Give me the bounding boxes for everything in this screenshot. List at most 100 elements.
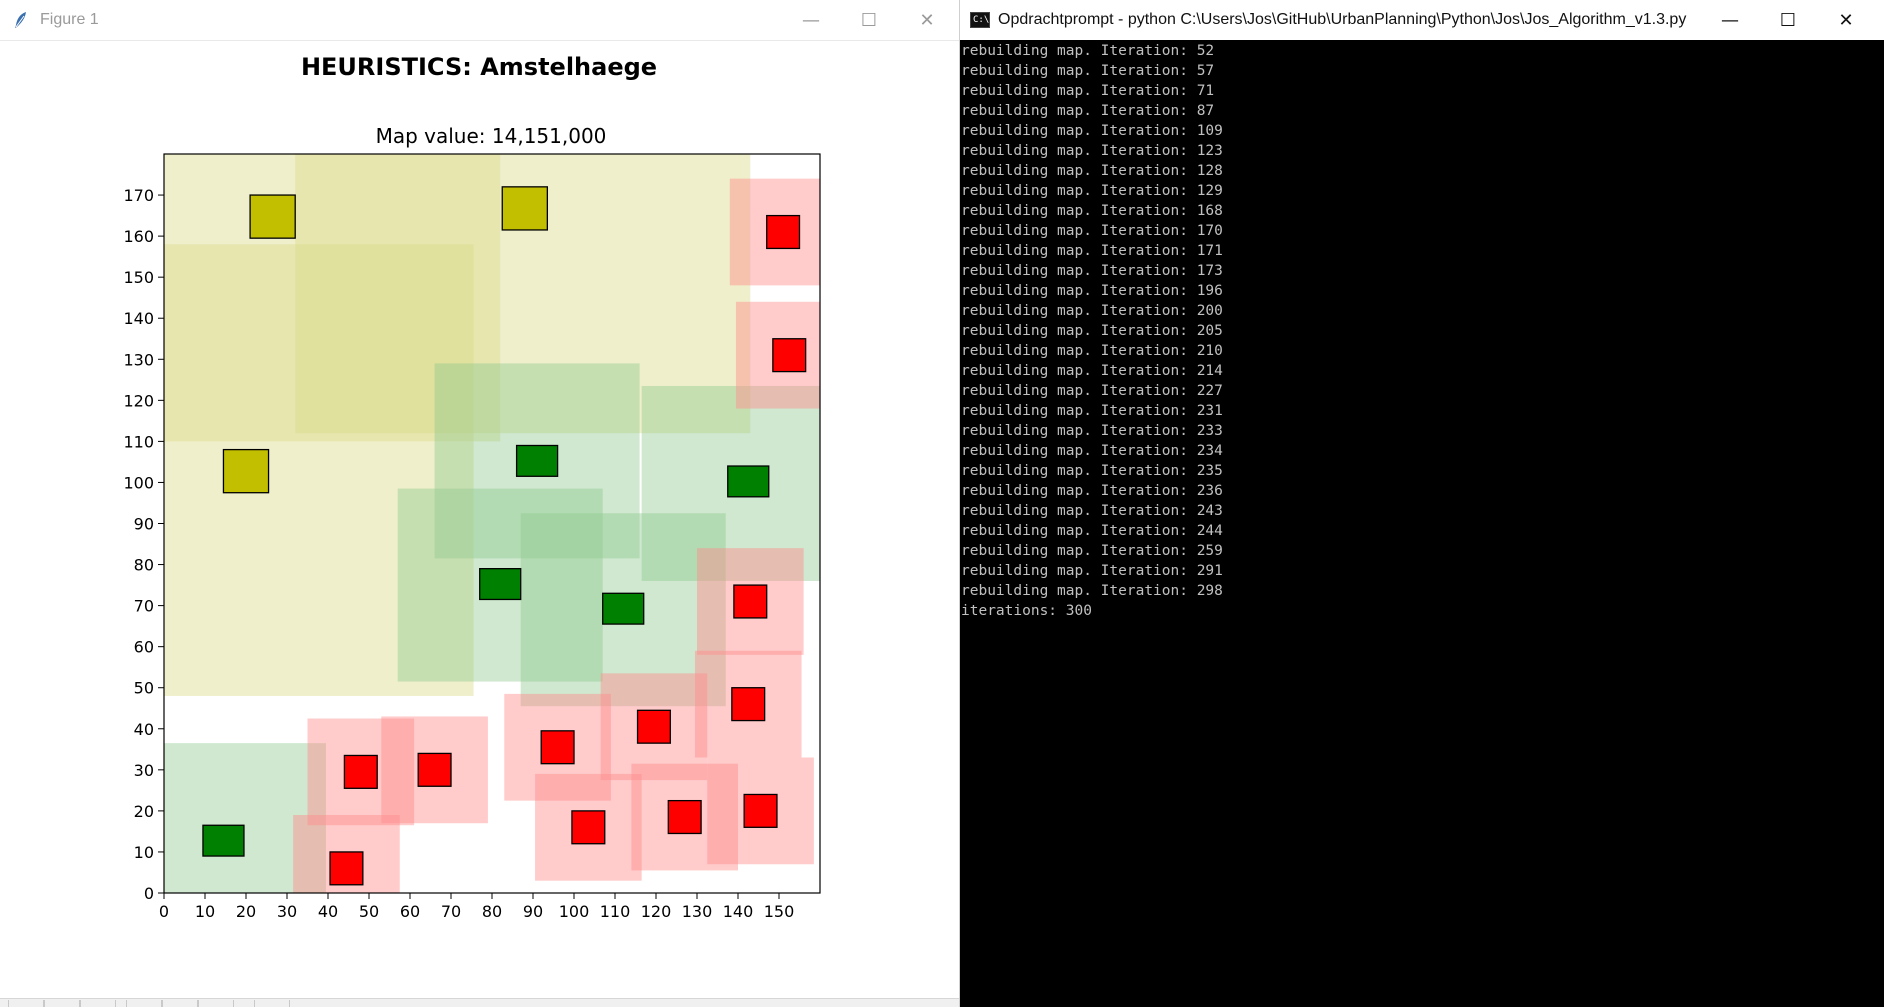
y-tick-label: 160: [123, 227, 154, 246]
toolbar-save-button[interactable]: [254, 1000, 290, 1007]
y-tick-label: 150: [123, 268, 154, 287]
figure-window: Figure 1 — ☐ ✕ HEURISTICS: Amstelhaege M…: [0, 0, 960, 1007]
y-tick-label: 70: [134, 597, 154, 616]
yellow-zone: [164, 244, 474, 696]
green-zone: [164, 743, 326, 893]
console-line: rebuilding map. Iteration: 231: [961, 403, 1223, 419]
toolbar-pan-button[interactable]: [126, 1000, 162, 1007]
red-house: [329, 851, 364, 886]
chart-subtitle: Map value: 14,151,000: [376, 124, 607, 148]
console-line: rebuilding map. Iteration: 205: [961, 323, 1223, 339]
x-axis: 0 10 20 30 40 50 60 70 80 90 100 110 120 130 140 150: [159, 893, 794, 921]
console-line: rebuilding map. Iteration: 109: [961, 123, 1223, 139]
console-line: rebuilding map. Iteration: 243: [961, 503, 1223, 519]
x-tick-label: 0: [159, 902, 169, 921]
console-line: rebuilding map. Iteration: 235: [961, 463, 1223, 479]
toolbar-zoom-button[interactable]: [162, 1000, 198, 1007]
green-house: [515, 444, 559, 477]
y-tick-label: 130: [123, 350, 154, 369]
x-tick-label: 110: [600, 902, 631, 921]
console-line: rebuilding map. Iteration: 128: [961, 163, 1223, 179]
console-line: rebuilding map. Iteration: 236: [961, 483, 1223, 499]
console-line: rebuilding map. Iteration: 298: [961, 583, 1223, 599]
console-close-button[interactable]: ✕: [1838, 9, 1854, 31]
yellow-house: [501, 186, 548, 231]
feather-icon: [15, 12, 26, 28]
y-tick-label: 20: [134, 802, 154, 821]
console-line: rebuilding map. Iteration: 227: [961, 383, 1223, 399]
x-tick-label: 140: [723, 902, 754, 921]
x-tick-label: 100: [559, 902, 590, 921]
console-line: rebuilding map. Iteration: 233: [961, 423, 1223, 439]
red-house: [540, 730, 575, 765]
red-house: [733, 584, 768, 619]
console-minimize-button[interactable]: —: [1721, 9, 1739, 31]
toolbar-home-button[interactable]: [8, 1000, 44, 1007]
red-house: [743, 793, 778, 828]
map-plot: HEURISTICS: Amstelhaege Map value: 14,15…: [123, 53, 821, 921]
green-house: [202, 824, 245, 857]
console-line: rebuilding map. Iteration: 52: [961, 43, 1215, 59]
console-line: rebuilding map. Iteration: 196: [961, 283, 1223, 299]
y-tick-label: 0: [144, 884, 154, 903]
yellow-house: [222, 448, 270, 494]
red-house: [772, 338, 807, 373]
chart-title: HEURISTICS: Amstelhaege: [301, 53, 657, 81]
console-line: rebuilding map. Iteration: 87: [961, 103, 1215, 119]
x-tick-label: 120: [641, 902, 672, 921]
console-line: rebuilding map. Iteration: 57: [961, 63, 1215, 79]
green-house: [727, 465, 770, 498]
y-tick-label: 100: [123, 473, 154, 492]
y-tick-label: 30: [134, 761, 154, 780]
console-line: rebuilding map. Iteration: 291: [961, 563, 1223, 579]
console-line: rebuilding map. Iteration: 171: [961, 243, 1223, 259]
y-tick-label: 80: [134, 556, 154, 575]
console-line: rebuilding map. Iteration: 234: [961, 443, 1223, 459]
console-line: rebuilding map. Iteration: 123: [961, 143, 1223, 159]
console-line: rebuilding map. Iteration: 129: [961, 183, 1223, 199]
zones-layer: [164, 154, 820, 893]
y-tick-label: 140: [123, 309, 154, 328]
close-button[interactable]: ✕: [919, 9, 935, 31]
x-tick-label: 20: [236, 902, 256, 921]
console-line: rebuilding map. Iteration: 210: [961, 343, 1223, 359]
y-tick-label: 40: [134, 720, 154, 739]
toolbar-configure-button[interactable]: [198, 1000, 234, 1007]
x-tick-label: 30: [277, 902, 297, 921]
console-maximize-button[interactable]: ☐: [1779, 9, 1797, 31]
red-house: [667, 799, 702, 835]
console-line: rebuilding map. Iteration: 173: [961, 263, 1223, 279]
console-line: rebuilding map. Iteration: 214: [961, 363, 1223, 379]
console-scrollbar[interactable]: [1867, 40, 1884, 1007]
figure-titlebar[interactable]: Figure 1 — ☐ ✕: [0, 0, 959, 41]
console-line: rebuilding map. Iteration: 71: [961, 83, 1215, 99]
y-tick-label: 50: [134, 679, 154, 698]
green-house: [602, 592, 645, 625]
red-house: [417, 752, 452, 787]
red-house: [766, 214, 801, 250]
x-tick-label: 10: [195, 902, 215, 921]
maximize-button[interactable]: ☐: [860, 9, 878, 31]
yellow-house: [249, 194, 296, 239]
console-window-title: Opdrachtprompt - python C:\Users\Jos\Git…: [998, 11, 1687, 28]
yellow-zone: [164, 154, 501, 442]
y-tick-label: 170: [123, 186, 154, 205]
command-prompt-icon: C:\: [970, 12, 990, 28]
toolbar-forward-button[interactable]: [80, 1000, 116, 1007]
console-titlebar[interactable]: C:\ Opdrachtprompt - python C:\Users\Jos…: [960, 0, 1884, 40]
minimize-button[interactable]: —: [802, 9, 820, 31]
y-tick-label: 10: [134, 843, 154, 862]
x-tick-label: 70: [441, 902, 461, 921]
green-house: [479, 568, 522, 601]
y-tick-label: 60: [134, 638, 154, 657]
x-tick-label: 50: [359, 902, 379, 921]
x-tick-label: 40: [318, 902, 338, 921]
toolbar-back-button[interactable]: [44, 1000, 80, 1007]
red-house: [571, 810, 606, 845]
console-line: rebuilding map. Iteration: 244: [961, 523, 1223, 539]
red-house: [731, 687, 766, 722]
console-window: C:\ Opdrachtprompt - python C:\Users\Jos…: [960, 0, 1884, 1007]
x-tick-label: 90: [523, 902, 543, 921]
console-line: rebuilding map. Iteration: 200: [961, 303, 1223, 319]
console-output[interactable]: rebuilding map. Iteration: 52 rebuilding …: [961, 41, 1861, 621]
